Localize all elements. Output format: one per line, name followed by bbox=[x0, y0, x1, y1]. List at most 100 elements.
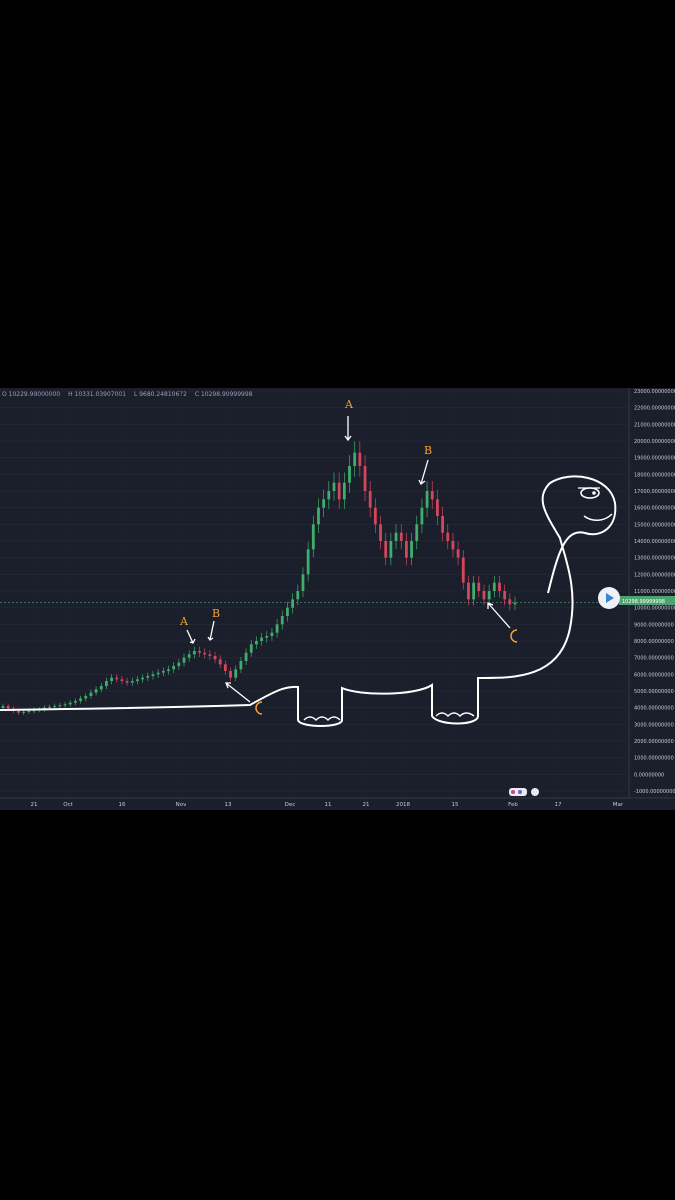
dinosaur-pupil bbox=[592, 491, 596, 495]
candle-body bbox=[441, 516, 444, 533]
candle-body bbox=[63, 704, 67, 706]
candle-body bbox=[503, 591, 507, 600]
candle-body bbox=[105, 681, 108, 686]
candle-body bbox=[79, 698, 82, 701]
y-tick-label: 2000.00000000 bbox=[634, 739, 674, 745]
candle-body bbox=[446, 532, 450, 541]
y-tick-label: 6000.00000000 bbox=[634, 672, 674, 678]
candle-body bbox=[498, 582, 501, 591]
candle-body bbox=[218, 659, 222, 665]
candle-body bbox=[363, 466, 367, 491]
candle-body bbox=[461, 557, 465, 583]
candle-body bbox=[410, 541, 413, 558]
y-tick-label: 13000.00000000 bbox=[634, 556, 675, 562]
candle-body bbox=[456, 549, 460, 558]
grid-lines bbox=[0, 388, 629, 798]
candle-body bbox=[492, 582, 496, 591]
x-tick-label: Oct bbox=[63, 802, 73, 808]
arrow-a-small bbox=[186, 629, 196, 644]
y-tick-label: 19000.00000000 bbox=[634, 456, 675, 462]
y-tick-label: 5000.00000000 bbox=[634, 689, 674, 695]
arrow-dip-1 bbox=[225, 682, 251, 703]
x-tick-label: 11 bbox=[325, 802, 332, 808]
candle-body bbox=[32, 710, 36, 712]
candle-body bbox=[389, 541, 393, 558]
candle-body bbox=[467, 582, 470, 600]
arrow-b-small bbox=[207, 620, 215, 641]
y-tick-label: 0.00000000 bbox=[634, 772, 664, 778]
dinosaur-smile bbox=[583, 513, 613, 521]
candle-body bbox=[48, 706, 51, 708]
candle-body bbox=[322, 499, 326, 508]
arrow-dip-2 bbox=[487, 602, 511, 629]
price-chart: 23000.00000000 22000.00000000 21000.000000… bbox=[0, 388, 675, 808]
candle-body bbox=[482, 591, 486, 600]
candle-body bbox=[477, 582, 481, 591]
candle-body bbox=[280, 616, 284, 625]
candle-body bbox=[255, 641, 258, 645]
candle-body bbox=[74, 701, 77, 703]
candle-body bbox=[84, 696, 88, 699]
candle-body bbox=[208, 654, 212, 656]
moon-icon-2 bbox=[510, 629, 518, 643]
candle-body bbox=[508, 599, 512, 605]
candle-body bbox=[53, 706, 57, 707]
candle-body bbox=[394, 532, 398, 541]
candle-body bbox=[353, 452, 357, 466]
candle-body bbox=[286, 607, 289, 616]
dinosaur-eye bbox=[580, 487, 600, 499]
candle-body bbox=[384, 541, 388, 558]
candle-body bbox=[141, 677, 145, 680]
y-tick-label: 18000.00000000 bbox=[634, 472, 675, 478]
y-tick-label: 16000.00000000 bbox=[634, 506, 675, 512]
candle-body bbox=[198, 651, 201, 653]
candle-body bbox=[177, 662, 181, 666]
candle-body bbox=[1, 706, 5, 709]
candle-body bbox=[234, 669, 238, 678]
ohlc-low: L 9680.24810672 bbox=[133, 391, 187, 398]
dinosaur-drawing bbox=[0, 475, 617, 727]
candle-body bbox=[415, 524, 419, 541]
candle-body bbox=[244, 652, 248, 661]
y-tick-label: -1000.00000000 bbox=[634, 789, 675, 795]
x-tick-label: Mar bbox=[613, 802, 624, 808]
candle-body bbox=[136, 679, 139, 681]
candle-body bbox=[430, 491, 434, 500]
moon-icon-1 bbox=[255, 701, 263, 715]
x-tick-label: 13 bbox=[225, 802, 232, 808]
candle-body bbox=[213, 656, 217, 660]
candle-body bbox=[161, 671, 165, 673]
y-tick-label: 12000.00000000 bbox=[634, 572, 675, 578]
ohlc-high: H 10331.03907001 bbox=[68, 391, 127, 398]
ohlc-readout: O 10229.98000000 H 10331.03907001 L 9680… bbox=[2, 391, 259, 398]
candle-body bbox=[270, 632, 274, 636]
candle-body bbox=[151, 674, 155, 676]
y-tick-label: 8000.00000000 bbox=[634, 639, 674, 645]
y-tick-label: 21000.00000000 bbox=[634, 422, 675, 428]
candle-body bbox=[94, 689, 98, 693]
arrow-a-peak bbox=[344, 416, 352, 442]
candle-body bbox=[513, 602, 517, 605]
candle-body bbox=[130, 681, 134, 683]
candle-body bbox=[301, 574, 305, 591]
x-axis: 21 Oct 16 Nov 13 Dec 11 21 2018 15 Feb 17 Mar bbox=[0, 797, 675, 808]
candle-body bbox=[172, 666, 176, 670]
play-icon bbox=[606, 593, 614, 603]
candle-body bbox=[451, 541, 455, 550]
candle-body bbox=[110, 677, 114, 681]
candle-body bbox=[68, 702, 72, 705]
candle-body bbox=[22, 711, 26, 713]
candle-body bbox=[99, 686, 103, 690]
candle-body bbox=[27, 711, 31, 712]
candle-body bbox=[296, 591, 300, 600]
candle-body bbox=[203, 652, 207, 655]
candle-body bbox=[125, 681, 129, 683]
candle-body bbox=[146, 676, 150, 678]
candle-body bbox=[373, 507, 377, 525]
x-tick-label: Dec bbox=[285, 802, 296, 808]
candle-body bbox=[306, 549, 310, 575]
y-tick-label: 1000.00000000 bbox=[634, 756, 674, 762]
candle-body bbox=[229, 671, 232, 678]
y-tick-label: 15000.00000000 bbox=[634, 522, 675, 528]
candle-body bbox=[404, 541, 408, 558]
